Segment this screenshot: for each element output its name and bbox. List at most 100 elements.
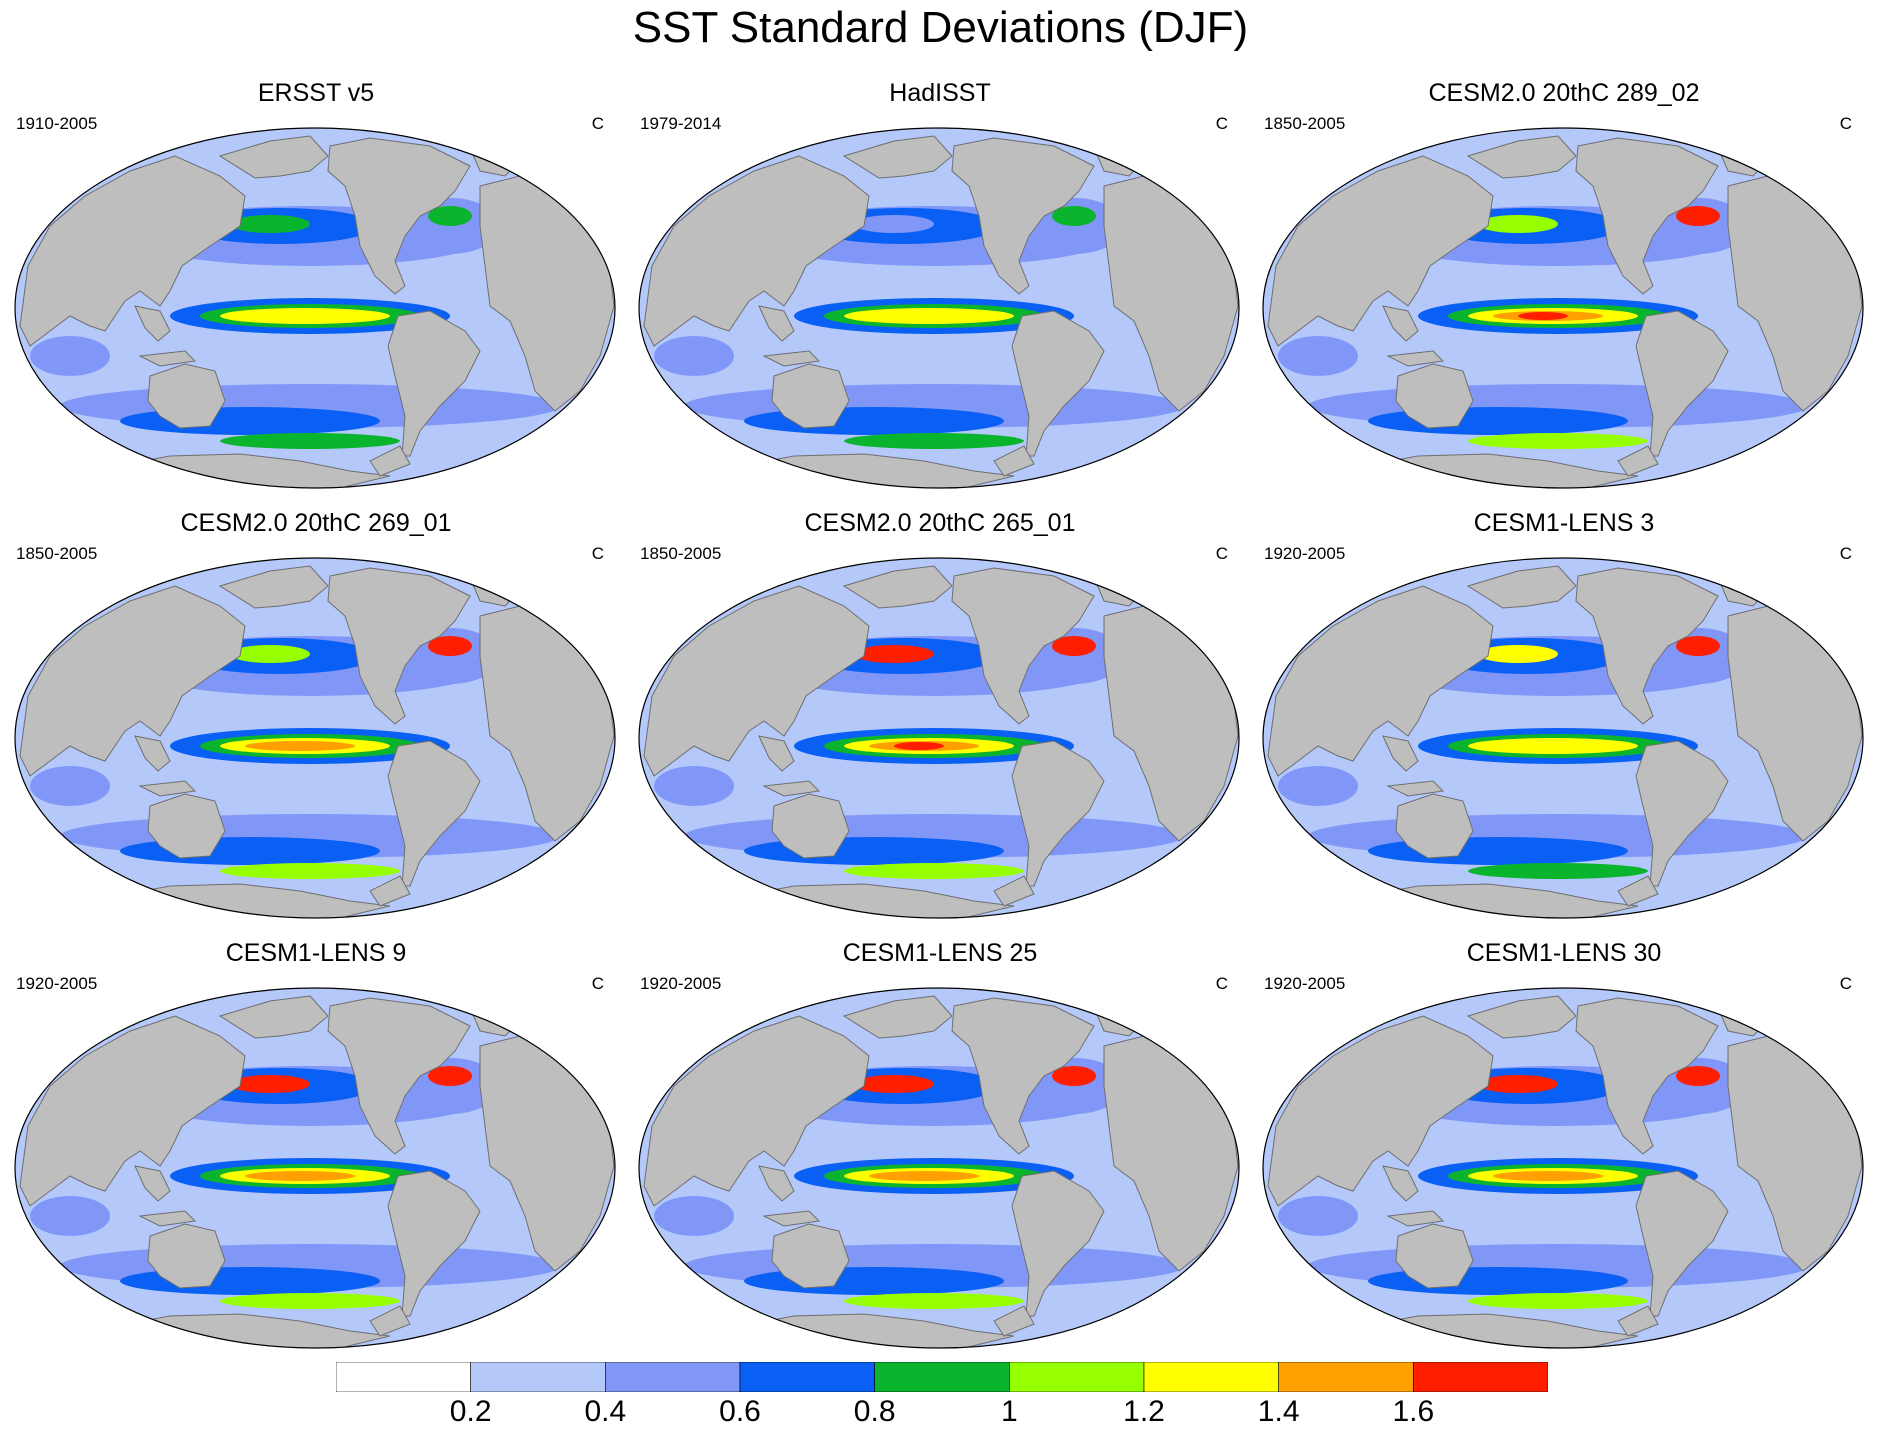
land-samerica bbox=[1635, 310, 1729, 457]
land-asia bbox=[1267, 1015, 1494, 1207]
indian-ocean-band bbox=[1278, 766, 1358, 806]
land-seasia bbox=[134, 1165, 171, 1202]
map-panel: ERSST v5 1910-2005 C bbox=[6, 78, 626, 508]
enso-orange bbox=[245, 741, 355, 751]
land-namerica bbox=[1575, 997, 1719, 1155]
gulf-stream bbox=[1052, 1066, 1096, 1086]
enso-orange bbox=[1493, 1171, 1603, 1181]
colorbar-label: 0.6 bbox=[719, 1395, 761, 1428]
colorbar-label: 0.4 bbox=[584, 1395, 627, 1428]
world-map bbox=[1262, 127, 1864, 489]
southern-ocean-peak bbox=[220, 1293, 400, 1309]
colorbar-label: 0.8 bbox=[853, 1395, 896, 1428]
land-samerica bbox=[387, 310, 481, 457]
land-antpen bbox=[369, 875, 411, 907]
sst-field bbox=[15, 988, 615, 1348]
sst-field bbox=[15, 558, 615, 918]
panel-unit: C bbox=[1839, 974, 1852, 993]
map-panel: CESM1-LENS 3 1920-2005 C bbox=[1254, 508, 1874, 938]
colorbar-label: 1.4 bbox=[1257, 1395, 1300, 1428]
indian-ocean-band bbox=[654, 766, 734, 806]
land-antpen bbox=[993, 445, 1035, 477]
land-antpen bbox=[1617, 875, 1659, 907]
kuroshio-extension bbox=[854, 645, 934, 663]
land-samerica bbox=[387, 740, 481, 887]
sst-field bbox=[15, 128, 615, 488]
colorbar bbox=[336, 1362, 1548, 1392]
land-asia2 bbox=[218, 995, 329, 1039]
southern-ocean-peak bbox=[1468, 1293, 1648, 1309]
panel-unit: C bbox=[591, 114, 604, 133]
land-samerica bbox=[1011, 740, 1105, 887]
gulf-stream bbox=[1052, 206, 1096, 226]
panel-title: CESM1-LENS 25 bbox=[842, 939, 1038, 967]
land-antpen bbox=[1617, 1305, 1659, 1337]
gulf-stream bbox=[1052, 636, 1096, 656]
land-indo bbox=[1386, 350, 1445, 367]
map-panel: CESM1-LENS 30 1920-2005 C bbox=[1254, 938, 1874, 1368]
land-antpen bbox=[993, 875, 1035, 907]
land-antpen bbox=[369, 1305, 411, 1337]
colorbar-swatch bbox=[1009, 1362, 1145, 1392]
enso-orange bbox=[245, 1171, 355, 1181]
southern-ocean-peak bbox=[844, 1293, 1024, 1309]
land-australia bbox=[1395, 793, 1474, 859]
gulf-stream bbox=[1676, 1066, 1720, 1086]
colorbar-swatch bbox=[739, 1362, 875, 1392]
indian-ocean-band bbox=[654, 336, 734, 376]
kuroshio-extension bbox=[1478, 645, 1558, 663]
enso-yellow bbox=[220, 308, 390, 324]
land-seasia bbox=[1382, 735, 1419, 772]
map-outline bbox=[638, 557, 1240, 919]
indian-ocean-band bbox=[654, 1196, 734, 1236]
land-indo bbox=[138, 780, 197, 797]
southern-ocean-peak bbox=[220, 863, 400, 879]
indian-ocean-band bbox=[1278, 1196, 1358, 1236]
land-asia bbox=[1267, 585, 1494, 777]
map-outline bbox=[1262, 987, 1864, 1349]
world-map bbox=[638, 557, 1240, 919]
land-asia2 bbox=[218, 565, 329, 609]
land-indo bbox=[138, 350, 197, 367]
map-outline bbox=[14, 557, 616, 919]
panel-unit: C bbox=[591, 974, 604, 993]
land-asia2 bbox=[842, 565, 953, 609]
land-namerica bbox=[951, 137, 1095, 295]
map-panel: HadISST 1979-2014 C bbox=[630, 78, 1250, 508]
colorbar-swatch bbox=[605, 1362, 741, 1392]
land-indo bbox=[762, 350, 821, 367]
southern-ocean-peak bbox=[220, 433, 400, 449]
panel-title: CESM2.0 20thC 265_01 bbox=[804, 509, 1076, 537]
southern-ocean-peak bbox=[844, 863, 1024, 879]
world-map bbox=[1262, 987, 1864, 1349]
panel-unit: C bbox=[1215, 114, 1228, 133]
land-australia bbox=[147, 793, 226, 859]
land-australia bbox=[771, 793, 850, 859]
panel-period: 1920-2005 bbox=[16, 974, 98, 993]
land-asia bbox=[19, 585, 246, 777]
land-samerica bbox=[1011, 310, 1105, 457]
kuroshio-extension bbox=[1478, 215, 1558, 233]
map-outline bbox=[1262, 127, 1864, 489]
enso-orange bbox=[869, 1171, 979, 1181]
gulf-stream bbox=[428, 636, 472, 656]
land-seasia bbox=[758, 305, 795, 342]
panel-unit: C bbox=[1215, 544, 1228, 563]
map-panel: CESM2.0 20thC 265_01 1850-2005 C bbox=[630, 508, 1250, 938]
sst-field bbox=[639, 128, 1239, 488]
colorbar-label: 1 bbox=[1000, 1395, 1018, 1428]
panel-period: 1850-2005 bbox=[1264, 114, 1346, 133]
land-australia bbox=[771, 363, 850, 429]
gulf-stream bbox=[1676, 636, 1720, 656]
kuroshio-extension bbox=[854, 1075, 934, 1093]
gulf-stream bbox=[1676, 206, 1720, 226]
land-asia2 bbox=[1466, 565, 1577, 609]
enso-red bbox=[1518, 312, 1568, 320]
kuroshio-extension bbox=[230, 1075, 310, 1093]
map-panel: CESM2.0 20thC 269_01 1850-2005 C bbox=[6, 508, 626, 938]
land-asia bbox=[643, 1015, 870, 1207]
land-seasia bbox=[134, 305, 171, 342]
sst-field bbox=[639, 988, 1239, 1348]
enso-yellow bbox=[844, 308, 1014, 324]
land-asia2 bbox=[218, 135, 329, 179]
